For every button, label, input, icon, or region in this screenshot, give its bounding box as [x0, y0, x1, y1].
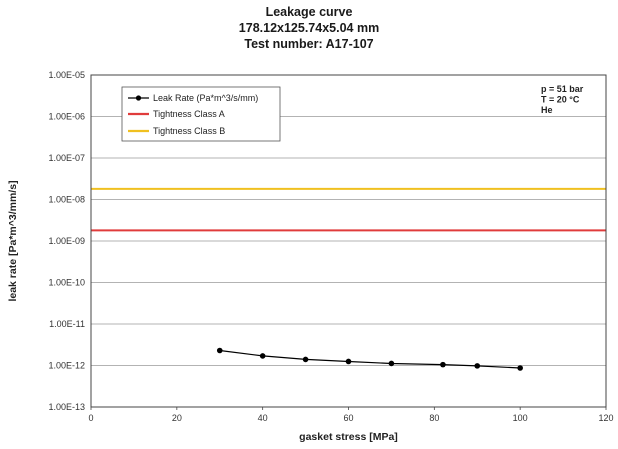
test-conditions: p = 51 bar T = 20 °C He — [541, 84, 584, 115]
leak-rate-point — [474, 363, 481, 369]
leak-rate-point — [259, 353, 266, 359]
legend-marker-leak-rate — [135, 95, 142, 101]
x-tick-label: 120 — [598, 413, 613, 423]
legend-label-tightness-class-b: Tightness Class B — [153, 126, 225, 136]
legend-label-tightness-class-a: Tightness Class A — [153, 109, 225, 119]
leak-rate-series — [216, 347, 523, 371]
x-tick-label: 0 — [88, 413, 93, 423]
leak-rate-line — [219, 349, 521, 369]
y-tick-label: 1.00E-10 — [48, 278, 85, 288]
y-tick-label: 1.00E-06 — [48, 112, 85, 122]
y-tick-label: 1.00E-11 — [49, 319, 85, 329]
y-tick-label: 1.00E-05 — [48, 70, 85, 80]
leak-rate-point — [345, 358, 352, 365]
y-tick-labels: 1.00E-05 1.00E-06 1.00E-07 1.00E-08 1.00E-09… — [48, 70, 85, 412]
x-tick-labels: 0 20 40 60 80 100 120 — [88, 407, 614, 423]
leak-rate-point — [216, 347, 223, 354]
x-tick-label: 60 — [343, 413, 353, 423]
x-tick-label: 20 — [172, 413, 182, 423]
y-axis-label: leak rate [Pa*m^3/mm/s] — [7, 180, 19, 301]
x-axis-label: gasket stress [MPa] — [299, 431, 398, 443]
condition-gas: He — [541, 105, 553, 115]
leak-rate-point — [440, 361, 446, 368]
condition-pressure: p = 51 bar — [541, 84, 584, 94]
x-tick-label: 40 — [258, 413, 268, 423]
y-tick-label: 1.00E-09 — [48, 236, 85, 246]
x-tick-label: 100 — [513, 413, 528, 423]
y-tick-label: 1.00E-12 — [48, 361, 85, 371]
leak-rate-point — [388, 360, 395, 367]
x-tick-label: 80 — [429, 413, 439, 423]
leak-rate-point — [302, 356, 309, 363]
legend-label-leak-rate: Leak Rate (Pa*m^3/s/mm) — [153, 93, 258, 103]
legend: Leak Rate (Pa*m^3/s/mm) Tightness Class … — [121, 86, 281, 142]
chart-title: Leakage curve — [265, 5, 353, 19]
y-tick-label: 1.00E-07 — [48, 153, 85, 163]
condition-temperature: T = 20 °C — [541, 95, 580, 105]
y-tick-label: 1.00E-08 — [48, 195, 85, 205]
chart-title-block: Leakage curve 178.12x125.74x5.04 mm Test… — [0, 4, 618, 52]
y-tick-label: 1.00E-13 — [48, 402, 85, 412]
tightness-lines — [91, 187, 606, 232]
chart-subtitle-test-number: Test number: A17-107 — [244, 37, 374, 51]
leak-rate-point — [517, 365, 523, 371]
chart-subtitle-dimensions: 178.12x125.74x5.04 mm — [238, 21, 380, 35]
